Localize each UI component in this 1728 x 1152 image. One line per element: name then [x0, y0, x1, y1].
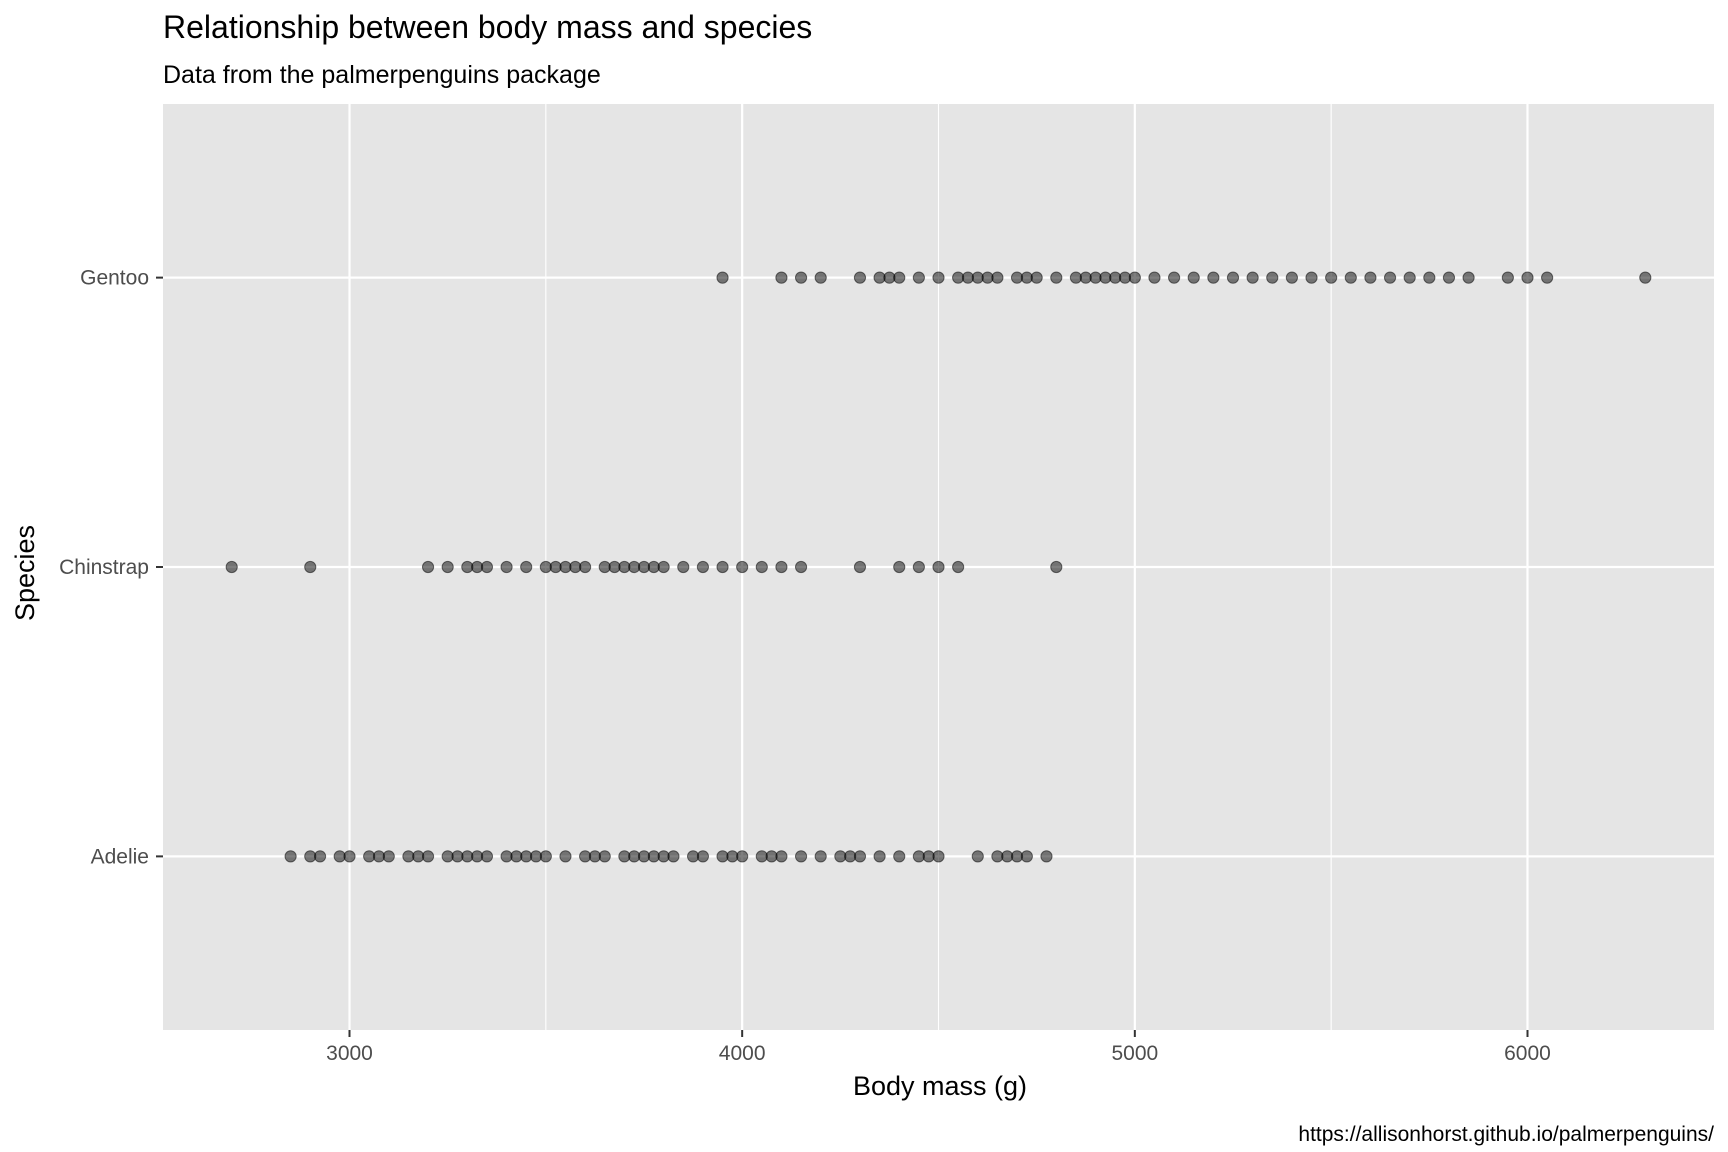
data-point	[480, 560, 494, 574]
data-point	[853, 271, 867, 284]
x-tick-label: 3000	[326, 1042, 373, 1065]
y-tick-label: Chinstrap	[59, 556, 149, 579]
data-point	[794, 850, 808, 863]
data-point	[794, 271, 808, 284]
data-point	[1639, 271, 1652, 284]
chart-title: Relationship between body mass and speci…	[163, 9, 812, 45]
data-point	[1187, 271, 1200, 284]
data-point	[1266, 271, 1279, 284]
data-point	[677, 560, 690, 574]
data-point	[313, 850, 327, 863]
data-point	[441, 560, 454, 574]
data-point	[539, 850, 552, 863]
data-point	[421, 560, 435, 574]
data-point	[1285, 271, 1298, 284]
data-point	[1541, 271, 1554, 284]
data-point	[304, 560, 317, 574]
data-points	[225, 271, 1652, 863]
data-point	[775, 271, 788, 284]
chart-subtitle: Data from the palmerpenguins package	[163, 61, 601, 89]
data-point	[912, 560, 925, 574]
data-point	[853, 560, 867, 574]
data-point	[1442, 271, 1456, 284]
data-point	[716, 560, 729, 574]
data-point	[932, 560, 945, 574]
data-point	[932, 271, 945, 284]
y-axis-title: Species	[10, 525, 40, 621]
data-point	[1521, 271, 1534, 284]
data-point	[421, 850, 435, 863]
data-point	[912, 271, 925, 284]
data-point	[667, 850, 680, 863]
data-point	[1501, 271, 1514, 284]
data-point	[1344, 271, 1357, 284]
data-point	[343, 850, 356, 863]
data-point	[500, 560, 513, 574]
data-point	[1305, 271, 1318, 284]
data-point	[775, 560, 788, 574]
data-point	[1383, 271, 1397, 284]
data-point	[480, 850, 494, 863]
data-point	[559, 850, 572, 863]
data-point	[932, 850, 945, 863]
data-point	[598, 850, 611, 863]
data-point	[952, 560, 965, 574]
data-point	[1246, 271, 1259, 284]
data-point	[657, 560, 670, 574]
data-point	[716, 271, 729, 284]
data-point	[1050, 271, 1063, 284]
data-point	[736, 560, 749, 574]
data-point	[284, 850, 297, 863]
data-point	[696, 560, 710, 574]
data-point	[1030, 271, 1043, 284]
data-point	[1020, 850, 1033, 863]
data-point	[1423, 271, 1436, 284]
data-point	[893, 850, 906, 863]
data-point	[794, 560, 808, 574]
y-tick-label: Gentoo	[80, 267, 149, 290]
data-point	[1325, 271, 1338, 284]
data-point	[893, 271, 906, 284]
data-point	[1148, 271, 1161, 284]
data-point	[814, 850, 827, 863]
data-point	[1128, 271, 1141, 284]
x-tick-label: 6000	[1504, 1042, 1551, 1065]
data-point	[1207, 271, 1220, 284]
data-point	[1364, 271, 1377, 284]
data-point	[853, 850, 867, 863]
data-point	[696, 850, 710, 863]
data-point	[1167, 271, 1181, 284]
data-point	[873, 850, 886, 863]
data-point	[814, 271, 827, 284]
data-point	[775, 850, 788, 863]
y-tick-label: Adelie	[91, 845, 149, 868]
data-point	[971, 850, 984, 863]
data-point	[736, 850, 749, 863]
data-point	[991, 271, 1004, 284]
data-point	[1050, 560, 1063, 574]
data-point	[1462, 271, 1475, 284]
data-point	[1403, 271, 1416, 284]
x-tick-label: 4000	[719, 1042, 766, 1065]
data-point	[520, 560, 533, 574]
data-point	[382, 850, 395, 863]
data-point	[755, 560, 768, 574]
data-point	[579, 560, 592, 574]
data-point	[893, 560, 906, 574]
data-point	[225, 560, 238, 574]
x-tick-label: 5000	[1111, 1042, 1158, 1065]
axes: 3000 4000 5000 6000 Adelie Chinstrap Gentoo	[59, 267, 1551, 1065]
data-point	[1226, 271, 1240, 284]
x-axis-title: Body mass (g)	[853, 1071, 1027, 1101]
chart-caption: https://allisonhorst.github.io/palmerpen…	[1298, 1123, 1714, 1146]
data-point	[1040, 850, 1053, 863]
